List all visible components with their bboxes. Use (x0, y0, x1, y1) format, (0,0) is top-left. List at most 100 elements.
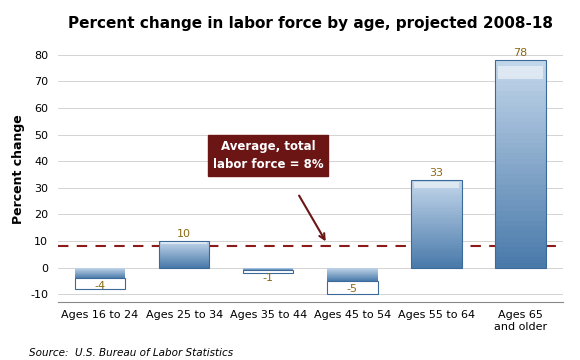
Bar (495, 60, 546, 65)
Bar (159, 264, 209, 265)
Bar (411, 252, 462, 255)
Bar (159, 245, 209, 246)
Bar (495, 252, 546, 257)
Bar (495, 206, 546, 211)
Bar (495, 153, 546, 159)
Bar (161, 242, 207, 243)
Bar (411, 204, 462, 206)
Bar (159, 243, 209, 244)
Bar (411, 200, 462, 202)
Bar (495, 133, 546, 138)
Bar (411, 184, 462, 186)
Text: 10: 10 (177, 229, 191, 239)
Bar (495, 65, 546, 70)
Bar (411, 239, 462, 242)
Text: 33: 33 (429, 168, 444, 178)
Bar (495, 179, 546, 185)
Bar (495, 112, 546, 117)
Bar (495, 242, 546, 247)
Bar (495, 138, 546, 143)
Bar (159, 250, 209, 251)
Bar (411, 180, 462, 182)
Bar (411, 191, 462, 193)
Bar (495, 143, 546, 148)
Bar (495, 76, 546, 81)
Bar (495, 231, 546, 237)
Bar (327, 281, 378, 294)
Bar (159, 248, 209, 249)
Bar (495, 169, 546, 174)
Bar (411, 242, 462, 244)
Bar (411, 195, 462, 197)
Bar (411, 264, 462, 266)
Bar (159, 260, 209, 261)
Bar (159, 246, 209, 247)
Bar (495, 164, 546, 169)
Text: Source:  U.S. Bureau of Labor Statistics: Source: U.S. Bureau of Labor Statistics (29, 348, 233, 358)
Bar (411, 202, 462, 204)
Bar (411, 217, 462, 219)
Bar (159, 256, 209, 257)
Bar (411, 211, 462, 213)
Bar (495, 60, 546, 268)
Bar (159, 241, 209, 268)
Bar (495, 107, 546, 112)
Bar (411, 228, 462, 230)
Bar (411, 237, 462, 239)
Bar (495, 226, 546, 231)
Text: -5: -5 (347, 284, 358, 294)
Bar (495, 174, 546, 179)
Bar (411, 180, 462, 268)
Bar (495, 117, 546, 122)
Text: 78: 78 (513, 48, 528, 58)
Bar (159, 244, 209, 245)
Bar (411, 248, 462, 250)
Bar (159, 241, 209, 242)
Bar (411, 246, 462, 248)
Bar (159, 258, 209, 259)
Text: -1: -1 (263, 273, 274, 283)
Bar (495, 148, 546, 153)
Bar (159, 261, 209, 262)
Bar (159, 263, 209, 264)
Text: Average, total
labor force = 8%: Average, total labor force = 8% (213, 140, 324, 171)
Bar (495, 91, 546, 96)
Bar (495, 216, 546, 221)
Bar (495, 159, 546, 164)
Bar (159, 262, 209, 263)
Bar (159, 247, 209, 248)
Bar (411, 215, 462, 217)
Bar (159, 253, 209, 254)
Bar (495, 185, 546, 190)
Bar (411, 235, 462, 237)
Bar (159, 242, 209, 243)
Bar (159, 267, 209, 268)
Bar (411, 208, 462, 211)
Bar (411, 230, 462, 233)
Bar (411, 255, 462, 257)
Bar (411, 259, 462, 261)
Bar (495, 190, 546, 195)
Bar (159, 265, 209, 266)
Bar (159, 259, 209, 260)
Bar (411, 257, 462, 259)
Bar (159, 249, 209, 250)
Bar (75, 278, 125, 289)
Bar (243, 270, 293, 273)
Bar (411, 266, 462, 268)
Bar (495, 221, 546, 226)
Bar (495, 200, 546, 206)
Bar (159, 266, 209, 267)
Bar (411, 222, 462, 224)
Title: Percent change in labor force by age, projected 2008-18: Percent change in labor force by age, pr… (68, 16, 553, 31)
Bar (495, 70, 546, 76)
Bar (495, 257, 546, 262)
Bar (411, 193, 462, 195)
Bar (411, 197, 462, 200)
Bar (411, 213, 462, 215)
Bar (495, 262, 546, 268)
Text: -4: -4 (95, 281, 106, 291)
Bar (495, 96, 546, 102)
Bar (411, 224, 462, 226)
Bar (411, 261, 462, 264)
